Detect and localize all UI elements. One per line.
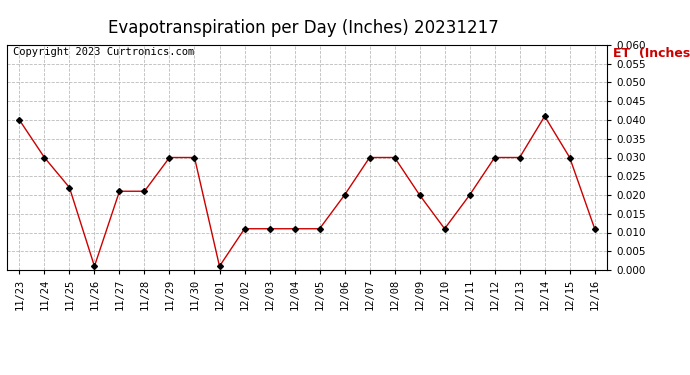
Text: ET  (Inches): ET (Inches) xyxy=(613,47,690,60)
Text: Copyright 2023 Curtronics.com: Copyright 2023 Curtronics.com xyxy=(13,47,194,57)
Text: Evapotranspiration per Day (Inches) 20231217: Evapotranspiration per Day (Inches) 2023… xyxy=(108,19,499,37)
